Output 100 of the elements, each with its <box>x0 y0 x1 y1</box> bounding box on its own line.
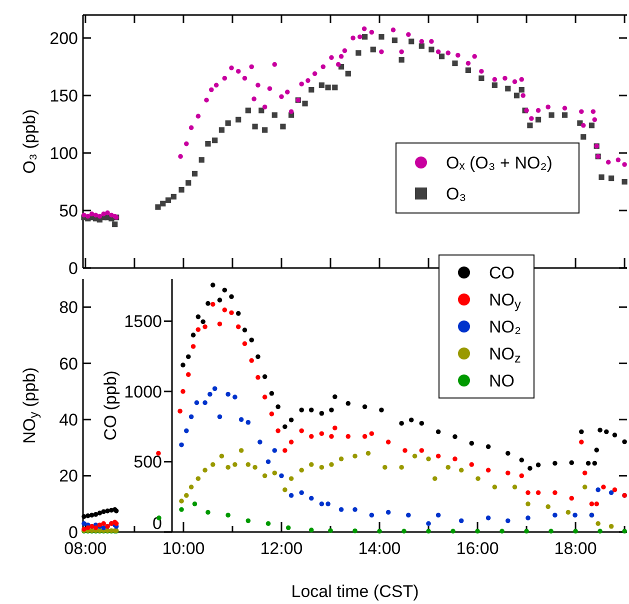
point <box>288 493 294 498</box>
point <box>536 490 541 496</box>
point <box>229 310 234 316</box>
point <box>548 528 554 534</box>
point <box>194 400 200 406</box>
point <box>386 440 391 444</box>
point <box>319 501 324 506</box>
point <box>226 464 230 470</box>
point <box>346 434 351 439</box>
point <box>258 440 262 444</box>
point <box>282 487 288 492</box>
point <box>232 394 238 400</box>
point <box>179 442 184 448</box>
point <box>475 528 480 534</box>
point <box>206 510 210 515</box>
point <box>399 464 404 470</box>
point <box>426 528 431 534</box>
point <box>238 417 244 422</box>
point <box>412 454 418 458</box>
point <box>486 516 491 520</box>
point <box>446 464 451 470</box>
point <box>579 440 584 444</box>
point <box>308 528 314 532</box>
point <box>608 524 614 529</box>
point <box>526 516 530 520</box>
point <box>486 468 491 473</box>
point <box>212 386 218 392</box>
y-tick-label: 0 <box>68 522 78 542</box>
point <box>377 528 382 534</box>
point <box>178 408 182 414</box>
point <box>208 392 212 397</box>
point <box>500 528 504 534</box>
point <box>572 512 578 518</box>
x-tick-label: 16:00 <box>456 539 499 558</box>
point <box>262 394 268 400</box>
point <box>386 510 391 515</box>
point <box>288 440 294 444</box>
y-tick-label: 80 <box>59 298 78 318</box>
legend-label: NO$_{z}$ <box>489 344 521 366</box>
point <box>262 473 268 478</box>
point <box>406 512 411 518</box>
point <box>329 434 334 439</box>
point <box>217 414 222 420</box>
point <box>186 372 191 377</box>
point <box>369 512 374 518</box>
point <box>249 358 254 363</box>
legend-label: Oₓ (O₃ + NO₂) <box>446 153 552 172</box>
point <box>362 434 368 439</box>
point <box>238 448 244 453</box>
point <box>272 470 278 476</box>
y2-tick-label: 1000 <box>124 382 162 402</box>
point <box>256 374 260 380</box>
point <box>452 456 458 462</box>
point <box>458 518 464 524</box>
point <box>93 525 98 530</box>
point <box>226 512 230 518</box>
point <box>156 450 161 456</box>
x-tick-label: 14:00 <box>358 539 401 558</box>
point <box>492 484 498 490</box>
point <box>601 484 606 490</box>
x-tick-label: 18:00 <box>554 539 597 558</box>
point <box>506 470 510 476</box>
point <box>573 528 578 534</box>
point <box>272 448 278 453</box>
point <box>569 496 574 501</box>
x-tick-label: 12:00 <box>260 539 303 558</box>
point <box>179 498 184 504</box>
point <box>426 456 431 462</box>
point <box>596 521 600 526</box>
point <box>246 518 251 524</box>
point <box>612 487 618 492</box>
point <box>286 525 291 530</box>
point <box>382 464 388 470</box>
point <box>352 507 358 512</box>
point <box>236 324 241 330</box>
point <box>338 456 344 462</box>
point <box>582 484 588 490</box>
point <box>184 493 189 498</box>
point <box>458 468 464 473</box>
point <box>242 341 248 346</box>
point <box>552 490 558 496</box>
y2-axis-title: CO (ppb) <box>101 370 120 440</box>
point <box>82 521 86 526</box>
point <box>402 528 406 534</box>
point <box>252 464 258 470</box>
legend-label: NO₂ <box>489 317 522 336</box>
point <box>190 344 196 349</box>
point <box>519 473 524 478</box>
legend-label: NO$_{y}$ <box>489 290 522 312</box>
point <box>524 528 529 534</box>
point <box>566 510 571 515</box>
point <box>202 324 208 330</box>
point <box>210 302 216 307</box>
point <box>202 400 208 406</box>
point <box>202 468 208 473</box>
point <box>319 464 324 470</box>
point <box>299 490 304 496</box>
point <box>222 308 228 312</box>
point <box>469 462 474 467</box>
point <box>210 462 216 467</box>
